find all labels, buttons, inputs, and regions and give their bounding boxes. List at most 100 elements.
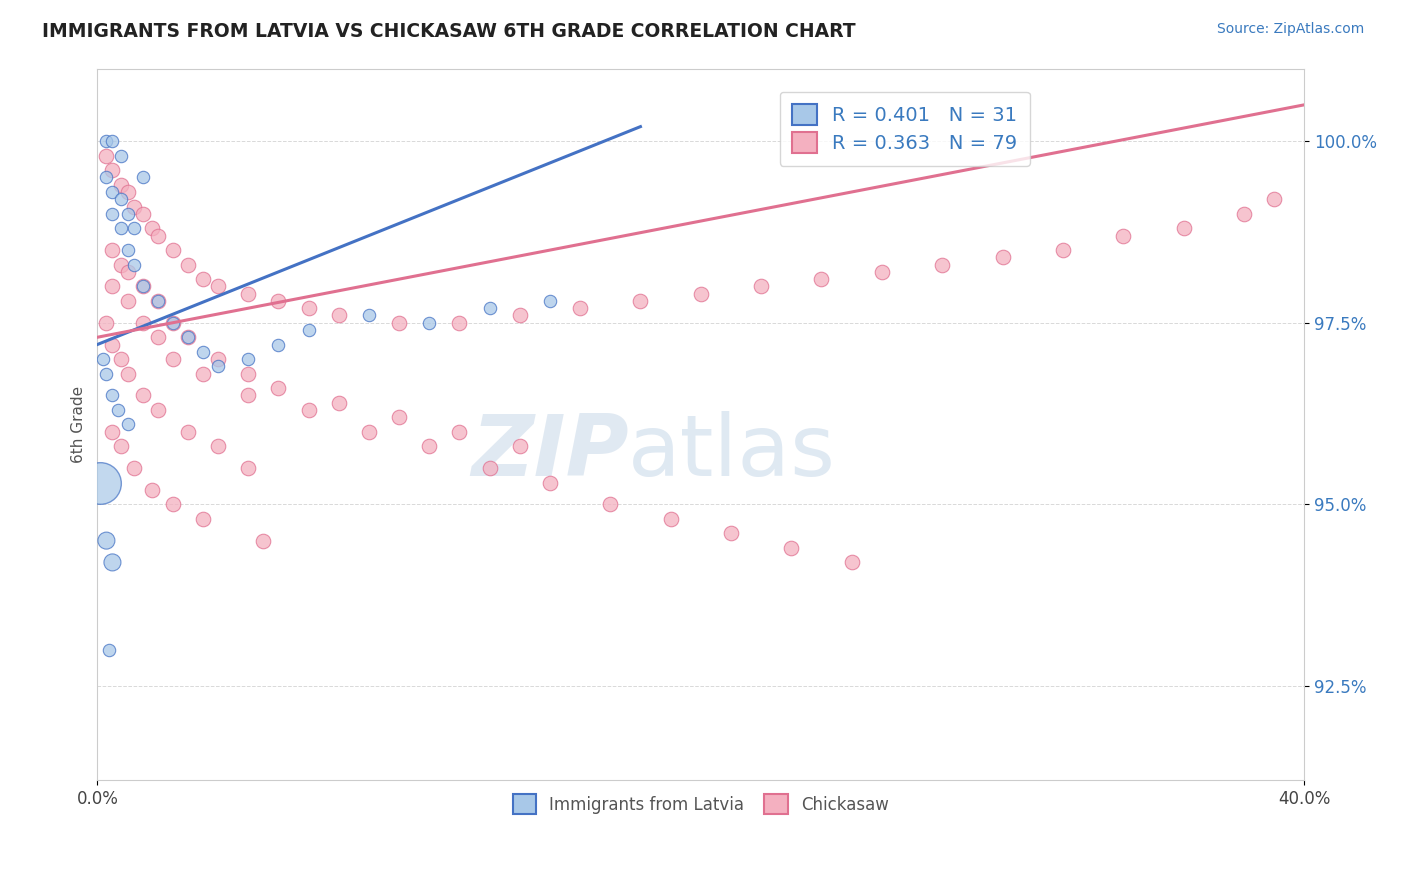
Point bbox=[146, 293, 169, 308]
Point bbox=[101, 185, 124, 199]
Point bbox=[191, 367, 214, 381]
Point bbox=[122, 461, 145, 475]
Point bbox=[177, 258, 200, 272]
Point bbox=[146, 228, 169, 243]
Point bbox=[110, 258, 132, 272]
Legend: Immigrants from Latvia, Chickasaw: Immigrants from Latvia, Chickasaw bbox=[501, 783, 901, 825]
Point bbox=[117, 265, 139, 279]
Point bbox=[1233, 207, 1256, 221]
Point bbox=[110, 221, 132, 235]
Point bbox=[1112, 228, 1135, 243]
Point bbox=[96, 170, 118, 185]
Point bbox=[238, 367, 260, 381]
Point bbox=[96, 316, 118, 330]
Point bbox=[1173, 221, 1195, 235]
Point bbox=[110, 192, 132, 206]
Y-axis label: 6th Grade: 6th Grade bbox=[72, 386, 86, 463]
Point bbox=[110, 178, 132, 192]
Point bbox=[449, 425, 471, 439]
Point bbox=[110, 352, 132, 367]
Point bbox=[146, 403, 169, 417]
Point bbox=[101, 207, 124, 221]
Point bbox=[991, 251, 1014, 265]
Point bbox=[449, 316, 471, 330]
Point bbox=[238, 461, 260, 475]
Point bbox=[749, 279, 772, 293]
Point bbox=[162, 497, 184, 511]
Point bbox=[267, 337, 290, 351]
Point bbox=[122, 221, 145, 235]
Point bbox=[122, 200, 145, 214]
Point bbox=[267, 381, 290, 395]
Point bbox=[478, 461, 501, 475]
Point bbox=[117, 243, 139, 257]
Point bbox=[689, 286, 711, 301]
Point bbox=[110, 149, 132, 163]
Point bbox=[357, 309, 380, 323]
Point bbox=[110, 439, 132, 453]
Point bbox=[177, 330, 200, 344]
Point bbox=[297, 301, 319, 316]
Point bbox=[101, 556, 124, 570]
Point bbox=[117, 367, 139, 381]
Point bbox=[131, 279, 153, 293]
Point bbox=[207, 439, 229, 453]
Point bbox=[418, 439, 440, 453]
Point bbox=[810, 272, 832, 286]
Point bbox=[96, 149, 118, 163]
Point bbox=[117, 207, 139, 221]
Point bbox=[177, 425, 200, 439]
Point bbox=[141, 483, 163, 497]
Point bbox=[131, 170, 153, 185]
Point bbox=[177, 330, 200, 344]
Point bbox=[101, 243, 124, 257]
Point bbox=[538, 475, 561, 490]
Point bbox=[191, 512, 214, 526]
Point bbox=[122, 258, 145, 272]
Point bbox=[931, 258, 953, 272]
Point bbox=[207, 359, 229, 374]
Point bbox=[569, 301, 592, 316]
Point bbox=[630, 293, 652, 308]
Point bbox=[297, 403, 319, 417]
Point bbox=[117, 185, 139, 199]
Point bbox=[96, 367, 118, 381]
Point bbox=[101, 279, 124, 293]
Point bbox=[509, 309, 531, 323]
Text: IMMIGRANTS FROM LATVIA VS CHICKASAW 6TH GRADE CORRELATION CHART: IMMIGRANTS FROM LATVIA VS CHICKASAW 6TH … bbox=[42, 22, 856, 41]
Point bbox=[599, 497, 621, 511]
Point bbox=[117, 293, 139, 308]
Point bbox=[146, 330, 169, 344]
Point bbox=[131, 207, 153, 221]
Point bbox=[101, 388, 124, 402]
Point bbox=[93, 352, 115, 367]
Point bbox=[328, 309, 350, 323]
Point bbox=[162, 316, 184, 330]
Point bbox=[107, 403, 129, 417]
Point bbox=[538, 293, 561, 308]
Point bbox=[1263, 192, 1285, 206]
Point bbox=[162, 243, 184, 257]
Point bbox=[101, 134, 124, 148]
Point bbox=[96, 134, 118, 148]
Text: ZIP: ZIP bbox=[471, 411, 628, 494]
Point bbox=[267, 293, 290, 308]
Point bbox=[146, 293, 169, 308]
Point bbox=[207, 279, 229, 293]
Point bbox=[297, 323, 319, 337]
Text: atlas: atlas bbox=[628, 411, 837, 494]
Point bbox=[238, 388, 260, 402]
Point bbox=[720, 526, 742, 541]
Point bbox=[252, 533, 274, 548]
Point bbox=[357, 425, 380, 439]
Point bbox=[162, 352, 184, 367]
Point bbox=[238, 352, 260, 367]
Point bbox=[1052, 243, 1074, 257]
Point bbox=[98, 642, 121, 657]
Point bbox=[131, 279, 153, 293]
Point bbox=[101, 337, 124, 351]
Text: Source: ZipAtlas.com: Source: ZipAtlas.com bbox=[1216, 22, 1364, 37]
Point bbox=[509, 439, 531, 453]
Point bbox=[388, 410, 411, 425]
Point bbox=[238, 286, 260, 301]
